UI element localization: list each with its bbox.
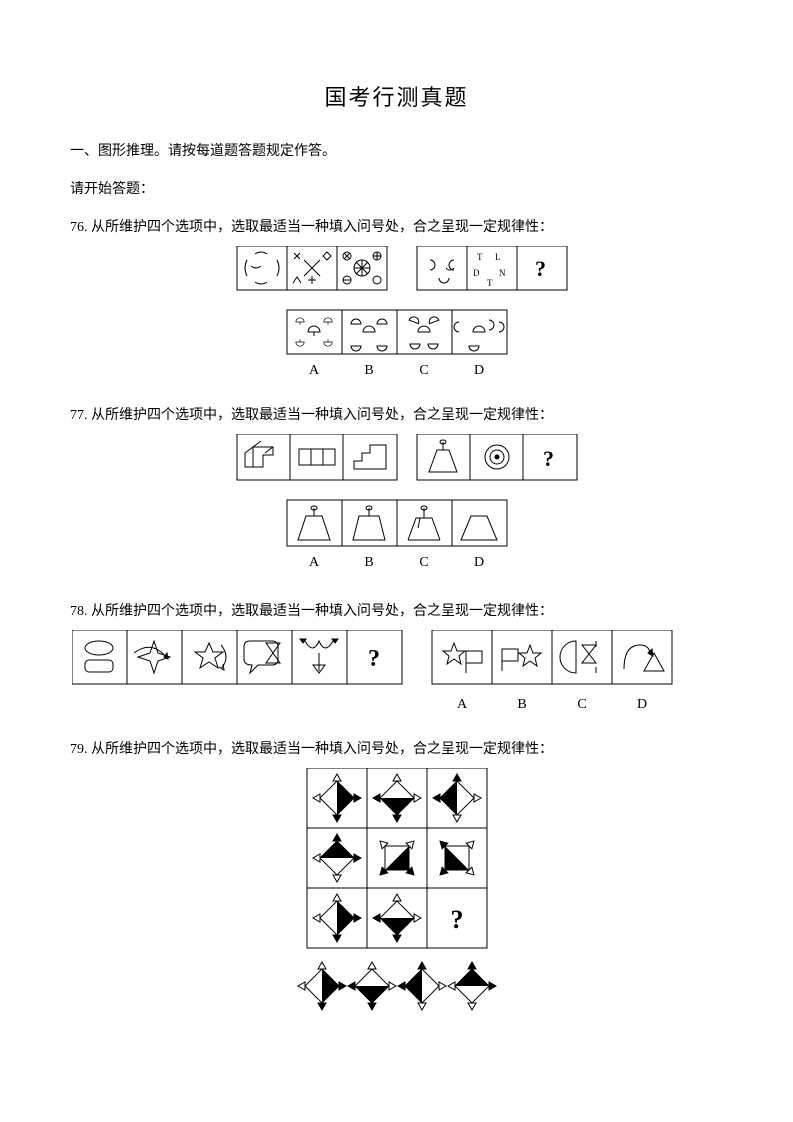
opt-B: B <box>517 697 526 712</box>
opt-D: D <box>636 697 646 712</box>
question-number: 77. <box>70 408 88 423</box>
figure-77: ? <box>70 434 723 582</box>
figure-78: ? <box>70 630 723 720</box>
opt-D: D <box>473 363 483 378</box>
q77-svg: ? <box>177 434 617 582</box>
q78-svg: ? <box>72 630 722 720</box>
question-text: 从所维护四个选项中，选取最适当一种填入问号处，合之呈现一定规律性： <box>91 604 553 619</box>
question-number: 78. <box>70 604 88 619</box>
svg-text:?: ? <box>450 905 463 934</box>
question-text: 从所维护四个选项中，选取最适当一种填入问号处，合之呈现一定规律性： <box>91 742 553 757</box>
page: 国考行测真题 一、图形推理。请按每道题答题规定作答。 请开始答题： 76. 从所… <box>0 0 793 1122</box>
page-title: 国考行测真题 <box>70 80 723 112</box>
question-76: 76. 从所维护四个选项中，选取最适当一种填入问号处，合之呈现一定规律性： <box>70 216 723 236</box>
opt-A: A <box>308 555 319 570</box>
question-77: 77. 从所维护四个选项中，选取最适当一种填入问号处，合之呈现一定规律性： <box>70 404 723 424</box>
question-79: 79. 从所维护四个选项中，选取最适当一种填入问号处，合之呈现一定规律性： <box>70 738 723 758</box>
svg-text:?: ? <box>535 256 546 281</box>
opt-C: C <box>577 697 586 712</box>
section-header: 一、图形推理。请按每道题答题规定作答。 <box>70 140 723 160</box>
question-78: 78. 从所维护四个选项中，选取最适当一种填入问号处，合之呈现一定规律性： <box>70 600 723 620</box>
svg-text:D: D <box>473 268 480 278</box>
opt-B: B <box>364 555 373 570</box>
opt-B: B <box>364 363 373 378</box>
figure-79: ? <box>70 768 723 1018</box>
question-text: 从所维护四个选项中，选取最适当一种填入问号处，合之呈现一定规律性： <box>91 220 553 235</box>
svg-text:?: ? <box>368 646 380 672</box>
svg-text:N: N <box>499 268 506 278</box>
figure-76: T L D N T ? <box>70 246 723 386</box>
opt-D: D <box>473 555 483 570</box>
q79-svg: ? <box>237 768 557 1018</box>
opt-A: A <box>308 363 319 378</box>
question-number: 79. <box>70 742 88 757</box>
svg-text:L: L <box>495 252 501 262</box>
question-text: 从所维护四个选项中，选取最适当一种填入问号处，合之呈现一定规律性： <box>91 408 553 423</box>
begin-text: 请开始答题： <box>70 178 723 198</box>
opt-C: C <box>419 555 428 570</box>
svg-text:?: ? <box>543 446 554 471</box>
question-number: 76. <box>70 220 88 235</box>
opt-A: A <box>456 697 467 712</box>
svg-text:T: T <box>487 278 493 288</box>
svg-text:T: T <box>477 252 483 262</box>
opt-C: C <box>419 363 428 378</box>
q76-svg: T L D N T ? <box>177 246 617 386</box>
